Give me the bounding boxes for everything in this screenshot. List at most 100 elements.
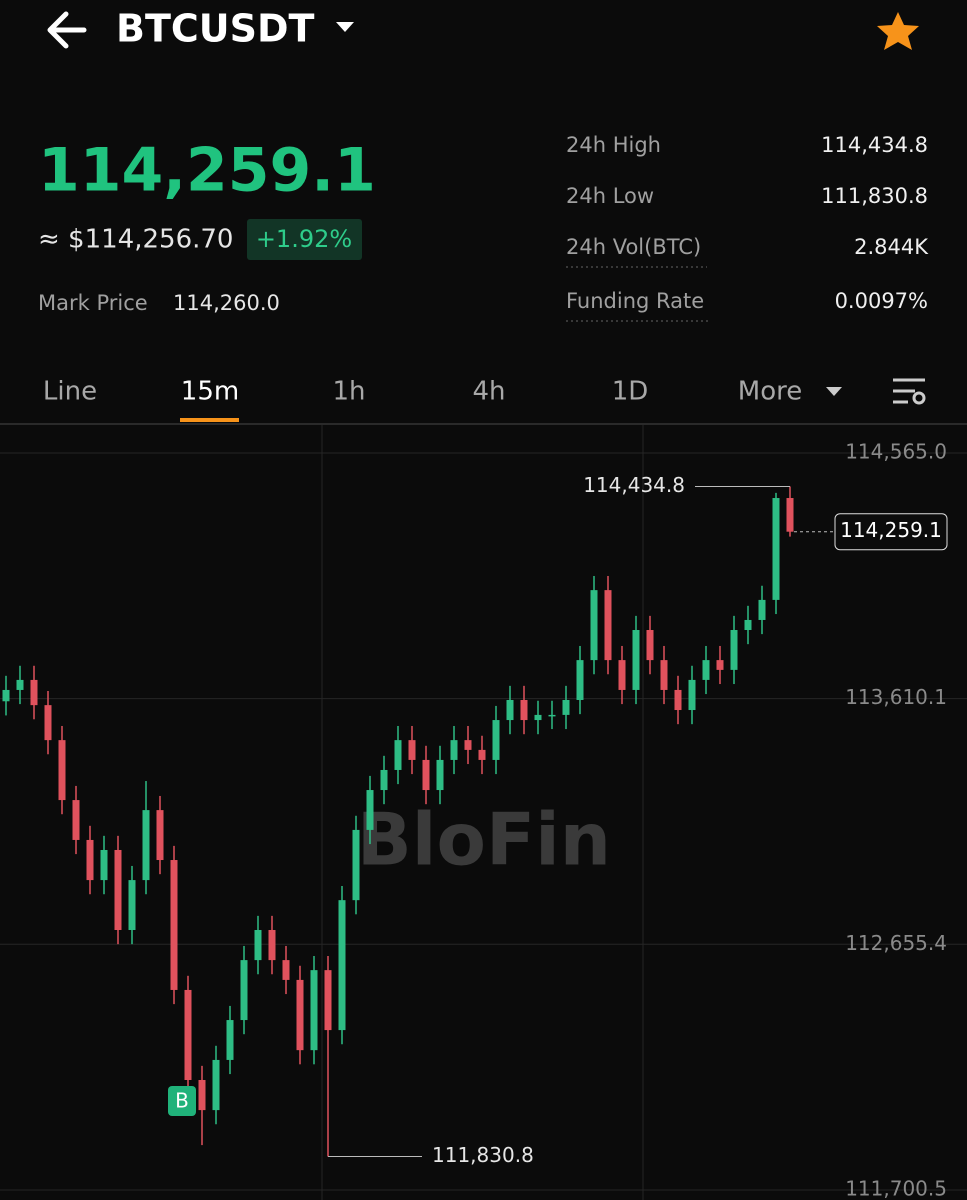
- candle-body: [716, 660, 724, 670]
- candle-body: [604, 590, 612, 661]
- candle-body: [310, 970, 318, 1051]
- y-tick-label: 111,700.5: [845, 1176, 947, 1200]
- change-badge: [247, 219, 362, 260]
- candle-body: [240, 960, 248, 1021]
- candle-body: [674, 689, 682, 711]
- tab[interactable]: Line: [43, 377, 97, 407]
- candle-body: [660, 660, 668, 690]
- candle-body: [296, 979, 304, 1051]
- candle-body: [352, 829, 360, 901]
- buy-marker-label[interactable]: B: [175, 1089, 189, 1113]
- stat-label: 24h High: [566, 133, 661, 157]
- candle-body: [702, 660, 710, 680]
- candle-body: [184, 989, 192, 1081]
- candle-body: [100, 849, 108, 881]
- candle-body: [380, 769, 388, 791]
- candle-body: [450, 740, 458, 760]
- candle-body: [758, 599, 766, 620]
- candle-body: [506, 699, 514, 721]
- candle-body: [156, 810, 164, 861]
- candle-body: [338, 900, 346, 1031]
- last-price-box: [834, 513, 948, 551]
- tab[interactable]: 15m: [181, 377, 239, 407]
- last-price-label: 114,259.1: [840, 518, 942, 542]
- candle-body: [730, 630, 738, 670]
- high-annotation: 114,434.8: [583, 473, 685, 497]
- candle-body: [772, 498, 780, 600]
- settings-gear[interactable]: [912, 391, 926, 405]
- candle-body: [16, 679, 24, 690]
- stat-label: 24h Low: [566, 184, 654, 208]
- more-dropdown[interactable]: [826, 387, 842, 396]
- y-tick-label: 114,565.0: [845, 439, 947, 463]
- candle-body: [744, 619, 752, 631]
- tab[interactable]: 1h: [332, 377, 365, 407]
- candle-body: [142, 810, 150, 881]
- stat-label: Funding Rate: [566, 289, 704, 313]
- stats: 24h High 114,434.8 24h Low 111,830.8 24h Vol…: [566, 133, 929, 322]
- symbol[interactable]: BTCUSDT: [116, 7, 315, 51]
- candle-body: [618, 660, 626, 690]
- candle-body: [86, 839, 94, 881]
- candle-body: [44, 705, 52, 741]
- mark-price-label: Mark Price: [38, 291, 148, 315]
- y-tick-label: 113,610.1: [845, 685, 947, 709]
- candle-body: [786, 498, 794, 532]
- back-arrow[interactable]: [47, 11, 87, 49]
- candle-body: [590, 590, 598, 661]
- stat-value: 114,434.8: [821, 133, 928, 157]
- low-annotation: 111,830.8: [432, 1143, 534, 1167]
- candle-body: [324, 970, 332, 1031]
- candle-body: [30, 679, 38, 706]
- candle-body: [58, 740, 66, 801]
- y-tick-label: 112,655.4: [845, 931, 947, 955]
- stat-value: 111,830.8: [821, 184, 928, 208]
- candle-body: [436, 759, 444, 791]
- candle-body: [492, 720, 500, 760]
- candle-body: [268, 930, 276, 961]
- stat-label: 24h Vol(BTC): [566, 235, 701, 259]
- candle-body: [408, 740, 416, 760]
- stat-value: 0.0097%: [835, 289, 928, 313]
- candle-body: [2, 689, 10, 702]
- candle-body: [422, 759, 430, 791]
- tab-indicator: [180, 418, 239, 422]
- candle-body: [534, 714, 542, 721]
- candle-body: [464, 740, 472, 750]
- candle-body: [114, 849, 122, 931]
- candle-body: [562, 699, 570, 715]
- watermark: BloFin: [357, 798, 611, 882]
- candle-body: [198, 1080, 206, 1111]
- candle-body: [128, 880, 136, 931]
- candle-body: [226, 1020, 234, 1060]
- candle-body: [520, 699, 528, 721]
- candle-body: [254, 930, 262, 961]
- last-price: 114,259.1: [38, 136, 376, 206]
- tab[interactable]: 1D: [612, 377, 649, 407]
- candle-body: [646, 630, 654, 661]
- interval-tabs: Line 15m 1h 4h 1D More: [43, 377, 802, 422]
- candles: 111,700.5 112,655.4 113,610.1 114,565.0 114,…: [0, 439, 967, 1200]
- tab[interactable]: 4h: [472, 377, 505, 407]
- usd-price: ≈ $114,256.70: [38, 225, 233, 255]
- mark-price: 114,260.0: [173, 291, 280, 315]
- candle-body: [576, 660, 584, 700]
- candle-body: [282, 960, 290, 980]
- back-button[interactable]: [47, 11, 87, 49]
- candle-body: [548, 714, 556, 717]
- favorite-star[interactable]: [877, 12, 919, 50]
- stat-value: 2.844K: [854, 235, 929, 259]
- candle-body: [72, 800, 80, 840]
- change: +1.92%: [256, 225, 352, 253]
- tab[interactable]: More: [738, 377, 802, 407]
- candle-body: [212, 1059, 220, 1111]
- candle-body: [394, 740, 402, 770]
- chart-settings[interactable]: [893, 378, 926, 405]
- buy-marker[interactable]: [168, 1086, 196, 1116]
- candle-body: [366, 790, 374, 830]
- candle-body: [632, 630, 640, 690]
- candle-body: [688, 679, 696, 711]
- symbol-dropdown[interactable]: [336, 22, 354, 32]
